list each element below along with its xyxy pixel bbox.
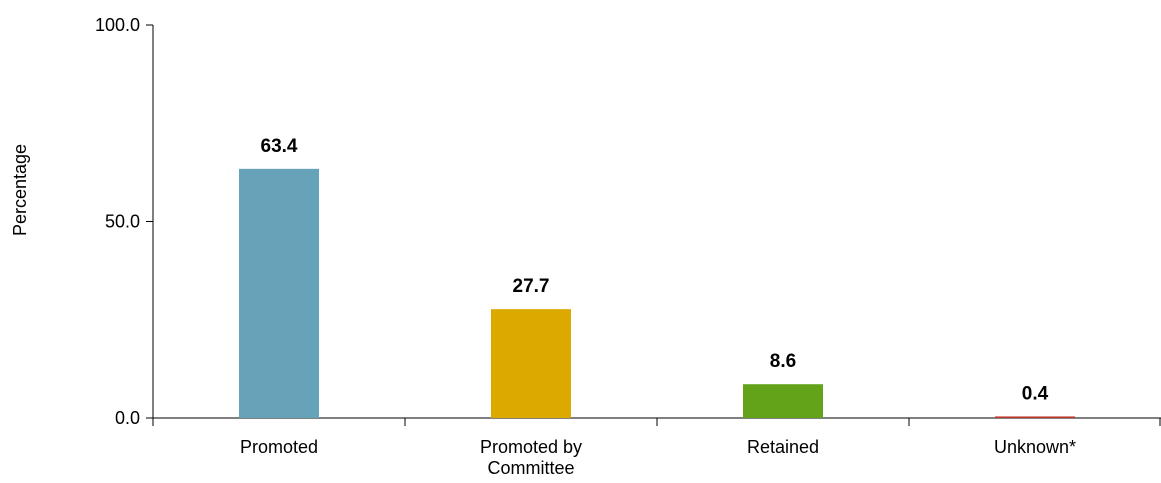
bar-value-label: 0.4 — [1022, 383, 1049, 404]
x-category-label: Retained — [747, 437, 819, 457]
y-tick-label: 100.0 — [95, 15, 140, 35]
bar-value-label: 27.7 — [513, 276, 550, 297]
x-category-label: Promoted — [240, 437, 318, 457]
y-axis: 0.0 50.0 100.0 — [95, 15, 154, 428]
bar — [995, 416, 1075, 418]
y-tick-label: 0.0 — [115, 408, 140, 428]
data-labels: 63.4 27.7 8.6 0.4 — [261, 136, 1049, 405]
bar — [743, 384, 823, 418]
y-tick-label: 50.0 — [105, 212, 140, 232]
x-category-label: Committee — [487, 458, 574, 478]
bar-value-label: 63.4 — [261, 136, 298, 157]
x-category-label: Unknown* — [994, 437, 1076, 457]
bar — [491, 309, 571, 418]
x-category-label: Promoted by — [480, 437, 582, 457]
bars — [239, 168, 1075, 418]
bar-value-label: 8.6 — [770, 351, 796, 372]
y-axis-title: Percentage — [10, 144, 30, 236]
bar — [239, 168, 319, 418]
